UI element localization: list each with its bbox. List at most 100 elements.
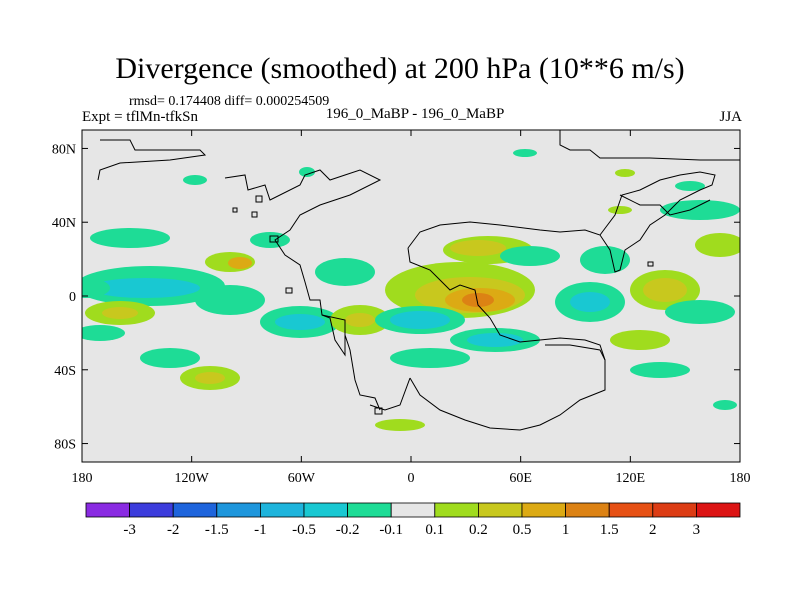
comparison-label: 196_0_MaBP - 196_0_MaBP [325,106,505,122]
colorbar-swatch [608,502,654,518]
colorbar-swatch [259,502,305,518]
contour-region [513,149,537,157]
contour-region [195,372,225,384]
colorbar-swatch [434,502,479,518]
contour-region [140,348,200,368]
x-tick-label: 60E [509,471,532,486]
contour-region [82,278,110,298]
contour-field [82,149,740,431]
coastline [407,171,716,273]
contour-region [615,169,635,177]
colorbar-label: -0.1 [379,522,403,538]
contour-region [90,278,200,298]
coastline [224,169,382,411]
y-tick-label: 80N [52,142,76,157]
contour-region [375,419,425,431]
colorbar-label: 0.2 [469,522,488,538]
coastline [545,344,606,361]
colorbar-swatch [565,502,610,518]
coastline [619,194,711,216]
colorbar-swatch [477,502,523,518]
island [251,211,258,218]
x-tick-label: 120W [175,471,210,486]
colorbar-label: -2 [167,522,180,538]
contour-region [675,181,705,191]
experiment-label: Expt = tflMn-tfkSn [82,109,198,125]
colorbar-label: -0.5 [292,522,316,538]
contour-region [467,333,523,347]
contour-region [228,257,252,269]
chart-title: Divergence (smoothed) at 200 hPa (10**6 … [115,52,685,85]
contour-region [390,311,450,329]
contour-region [610,330,670,350]
colorbar-swatch [696,502,741,518]
contour-region [570,292,610,312]
coastline [407,247,606,431]
colorbar-label: 1.5 [600,522,619,538]
contour-region [665,300,735,324]
colorbar-label: -1 [254,522,267,538]
contour-region [630,362,690,378]
contour-region [90,228,170,248]
colorbar-label: -3 [123,522,136,538]
contour-region [183,175,207,185]
contour-region [450,240,506,256]
contour-region [390,348,470,368]
contour-region [275,314,325,330]
contour-region [608,206,632,214]
island [255,195,263,203]
island [269,235,279,243]
colorbar-swatch [216,502,261,518]
stats-text: rmsd= 0.174408 diff= 0.000254509 [129,94,330,109]
colorbar-label: 3 [693,522,701,538]
colorbar-label: 0.1 [425,522,444,538]
coastlines [97,130,740,431]
axes: 180 120W 60W 0 60E 120E 180 80N 40N 0 40S 80S [52,130,751,486]
contour-region [462,293,494,307]
contour-region [713,400,737,410]
coastline [559,130,740,161]
contour-region [195,285,265,315]
colorbar-swatch [172,502,218,518]
colorbar-swatch [652,502,697,518]
colorbar-label: -0.2 [336,522,360,538]
season-label: JJA [719,109,742,125]
contour-region [82,325,125,341]
coastline [97,139,207,181]
y-tick-label: 80S [54,438,76,453]
y-tick-label: 40S [54,364,76,379]
x-tick-label: 120E [616,471,646,486]
contour-region [345,313,375,327]
colorbar-swatch [85,502,130,518]
colorbar-swatch [347,502,392,518]
x-tick-label: 180 [730,471,751,486]
x-tick-label: 0 [408,471,415,486]
contour-region [500,246,560,266]
y-tick-label: 0 [69,290,76,305]
island [374,407,383,415]
colorbar-label: 2 [649,522,657,538]
colorbar-swatch [521,502,566,518]
colorbar-swatch [303,502,348,518]
contour-region [315,258,375,286]
contour-region [643,278,687,302]
contour-region [299,167,315,177]
contour-region [695,233,740,257]
colorbar-label: 0.5 [513,522,532,538]
x-tick-label: 60W [288,471,316,486]
contour-region [580,246,630,274]
contour-region [102,307,138,319]
colorbar: -3 -2 -1.5 -1 -0.5 -0.2 -0.1 0.1 0.2 0.5 1 1.5 2 3 [85,502,741,538]
y-tick-label: 40N [52,216,76,231]
colorbar-swatch [129,502,174,518]
colorbar-label: 1 [562,522,570,538]
colorbar-swatch [390,502,436,518]
colorbar-label: -1.5 [205,522,229,538]
island [232,207,238,213]
island [647,261,654,267]
x-tick-label: 180 [72,471,93,486]
coastline [321,314,346,357]
contour-region [660,200,740,220]
island [285,287,293,294]
